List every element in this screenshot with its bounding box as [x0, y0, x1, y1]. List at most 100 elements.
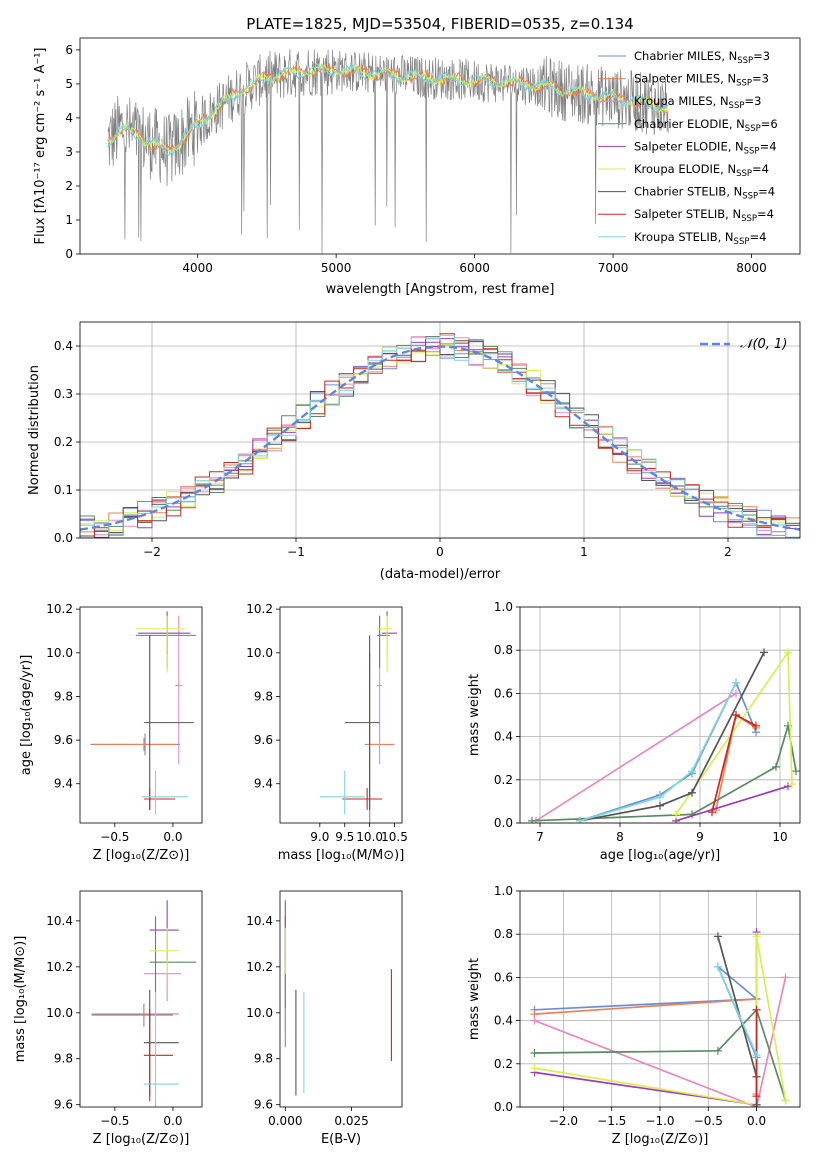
- y-tick-label: 0: [65, 247, 73, 261]
- x-tick-label: −0.5: [100, 1114, 129, 1128]
- weight-line: [534, 977, 787, 1107]
- weight-marker: [752, 1005, 761, 1014]
- legend-subscript: SSP: [737, 56, 753, 66]
- weight-vs-age-panel: 7 8 9 10 0.0 0.2 0.4 0.6 0.8 1.0 age [log₁₀(age/yr…: [467, 600, 801, 863]
- weight-marker: [530, 1064, 539, 1073]
- y-tick-label: 0.0: [54, 531, 73, 545]
- weight-marker: [576, 816, 584, 823]
- plot-area: [80, 333, 800, 538]
- legend-subscript: SSP: [741, 214, 757, 224]
- x-tick-label: 0.0: [747, 1114, 766, 1128]
- legend-label: Chabrier STELIB, NSSP=4: [634, 185, 775, 202]
- mass-vs-metallicity-panel: −0.5 0.0 9.6 9.8 10.0 10.2 10.4 Z [log₁₀(Z/Z⊙)]…: [13, 890, 203, 1147]
- x-tick-label: 2: [724, 545, 732, 559]
- legend-label: Salpeter MILES, NSSP=3: [634, 72, 769, 89]
- legend-label: Kroupa STELIB, NSSP=4: [634, 230, 766, 247]
- plot-area: [91, 900, 197, 1107]
- weight-marker: [732, 678, 740, 687]
- legend-model-name: Kroupa MILES, N: [634, 94, 729, 108]
- weight-marker: [752, 1092, 761, 1101]
- legend-subscript: SSP: [745, 124, 761, 134]
- y-tick-label: 10.0: [246, 646, 273, 660]
- x-tick-label: −2: [143, 545, 161, 559]
- weight-marker: [781, 973, 790, 982]
- plot-area: [530, 928, 790, 1107]
- mass-vs-ebv-panel: 0.000 0.025 9.6 9.8 10.0 10.2 10.4 E(B-V): [246, 890, 403, 1147]
- observed-spectrum-line: [107, 48, 669, 254]
- figure-title: PLATE=1825, MJD=53504, FIBERID=0535, z=0…: [246, 15, 633, 33]
- x-tick-label: 8000: [736, 261, 767, 275]
- legend-nssp-value: =3: [753, 49, 770, 63]
- x-axis-label: Z [log₁₀(Z/Z⊙)]: [93, 1132, 190, 1147]
- y-tick-label: 0.0: [494, 816, 513, 830]
- weight-line: [535, 692, 737, 822]
- weight-marker: [732, 711, 740, 719]
- weight-marker: [656, 801, 664, 810]
- y-axis-label: Flux [fλ10⁻¹⁷ erg cm⁻² s⁻¹ A⁻¹]: [33, 48, 48, 245]
- y-tick-label: 9.8: [254, 1052, 273, 1066]
- y-tick-label: 10.0: [46, 1006, 73, 1020]
- x-axis-label: wavelength [Angstrom, rest frame]: [326, 282, 555, 297]
- legend-subscript: SSP: [734, 237, 750, 247]
- x-tick-label: −1.5: [597, 1114, 626, 1128]
- y-tick-label: 0.6: [494, 970, 513, 984]
- weight-marker: [784, 782, 792, 791]
- x-tick-label: −2.0: [549, 1114, 578, 1128]
- legend-nssp-value: =4: [752, 162, 769, 176]
- plot-area: [107, 48, 669, 254]
- legend-nssp-value: =4: [760, 139, 777, 153]
- x-tick-label: −1: [287, 545, 305, 559]
- y-axis-label: mass weight: [467, 958, 482, 1040]
- legend-model-name: Kroupa ELODIE, N: [634, 162, 736, 176]
- x-tick-label: −0.5: [694, 1114, 723, 1128]
- weight-marker: [688, 788, 696, 797]
- y-tick-label: 9.6: [254, 733, 273, 747]
- y-tick-label: 0.4: [54, 339, 73, 353]
- x-axis-label: (data-model)/error: [380, 567, 501, 582]
- legend-label: Kroupa MILES, NSSP=3: [634, 94, 761, 111]
- legend-nssp-value: =4: [749, 230, 766, 244]
- axes-frame: [79, 37, 801, 255]
- y-axis-label: mass weight: [467, 674, 482, 756]
- x-tick-label: 9.0: [310, 830, 329, 844]
- y-axis-label: mass [log₁₀(M/M⊙)]: [13, 936, 28, 1063]
- weight-line: [717, 966, 758, 1056]
- weight-marker: [752, 1100, 761, 1107]
- y-tick-label: 10.4: [246, 914, 273, 928]
- x-tick-label: 0.000: [268, 1114, 302, 1128]
- y-tick-label: 9.4: [54, 777, 73, 791]
- x-tick-label: 9: [696, 830, 704, 844]
- legend-model-name: Chabrier STELIB, N: [634, 185, 742, 199]
- y-tick-label: 2: [65, 179, 73, 193]
- y-tick-label: 1.0: [494, 600, 513, 614]
- weight-marker: [713, 962, 722, 971]
- x-tick-label: 0.0: [163, 1114, 182, 1128]
- y-tick-label: 0.3: [54, 387, 73, 401]
- weight-marker: [528, 816, 536, 823]
- legend-subscript: SSP: [736, 169, 752, 179]
- x-axis-label: E(B-V): [321, 1132, 361, 1147]
- y-tick-label: 0.6: [494, 686, 513, 700]
- grid: [520, 606, 800, 824]
- y-tick-label: 6: [65, 43, 73, 57]
- y-tick-label: 9.8: [254, 689, 273, 703]
- weight-line: [534, 998, 758, 1094]
- weight-marker: [752, 932, 761, 941]
- y-tick-label: 0.8: [494, 927, 513, 941]
- x-axis-label: Z [log₁₀(Z/Z⊙)]: [612, 1132, 709, 1147]
- y-tick-label: 0.2: [54, 435, 73, 449]
- x-tick-label: 10: [772, 830, 787, 844]
- legend-label: Chabrier MILES, NSSP=3: [634, 49, 770, 66]
- weight-line: [715, 713, 757, 811]
- legend-model-name: Salpeter STELIB, N: [634, 207, 741, 221]
- x-axis-label: age [log₁₀(age/yr)]: [600, 848, 721, 863]
- legend-label: Salpeter STELIB, NSSP=4: [634, 207, 774, 224]
- axes-frame: [279, 890, 403, 1108]
- plot-area: [319, 611, 398, 823]
- histogram-step-line: [80, 333, 800, 538]
- legend-model-name: Chabrier MILES, N: [634, 49, 737, 63]
- x-tick-label: 7000: [598, 261, 629, 275]
- residual-histogram-panel: −2 −1 0 1 2 0.0 0.1 0.2 0.3 0.4 (data-model)/error…: [27, 321, 801, 582]
